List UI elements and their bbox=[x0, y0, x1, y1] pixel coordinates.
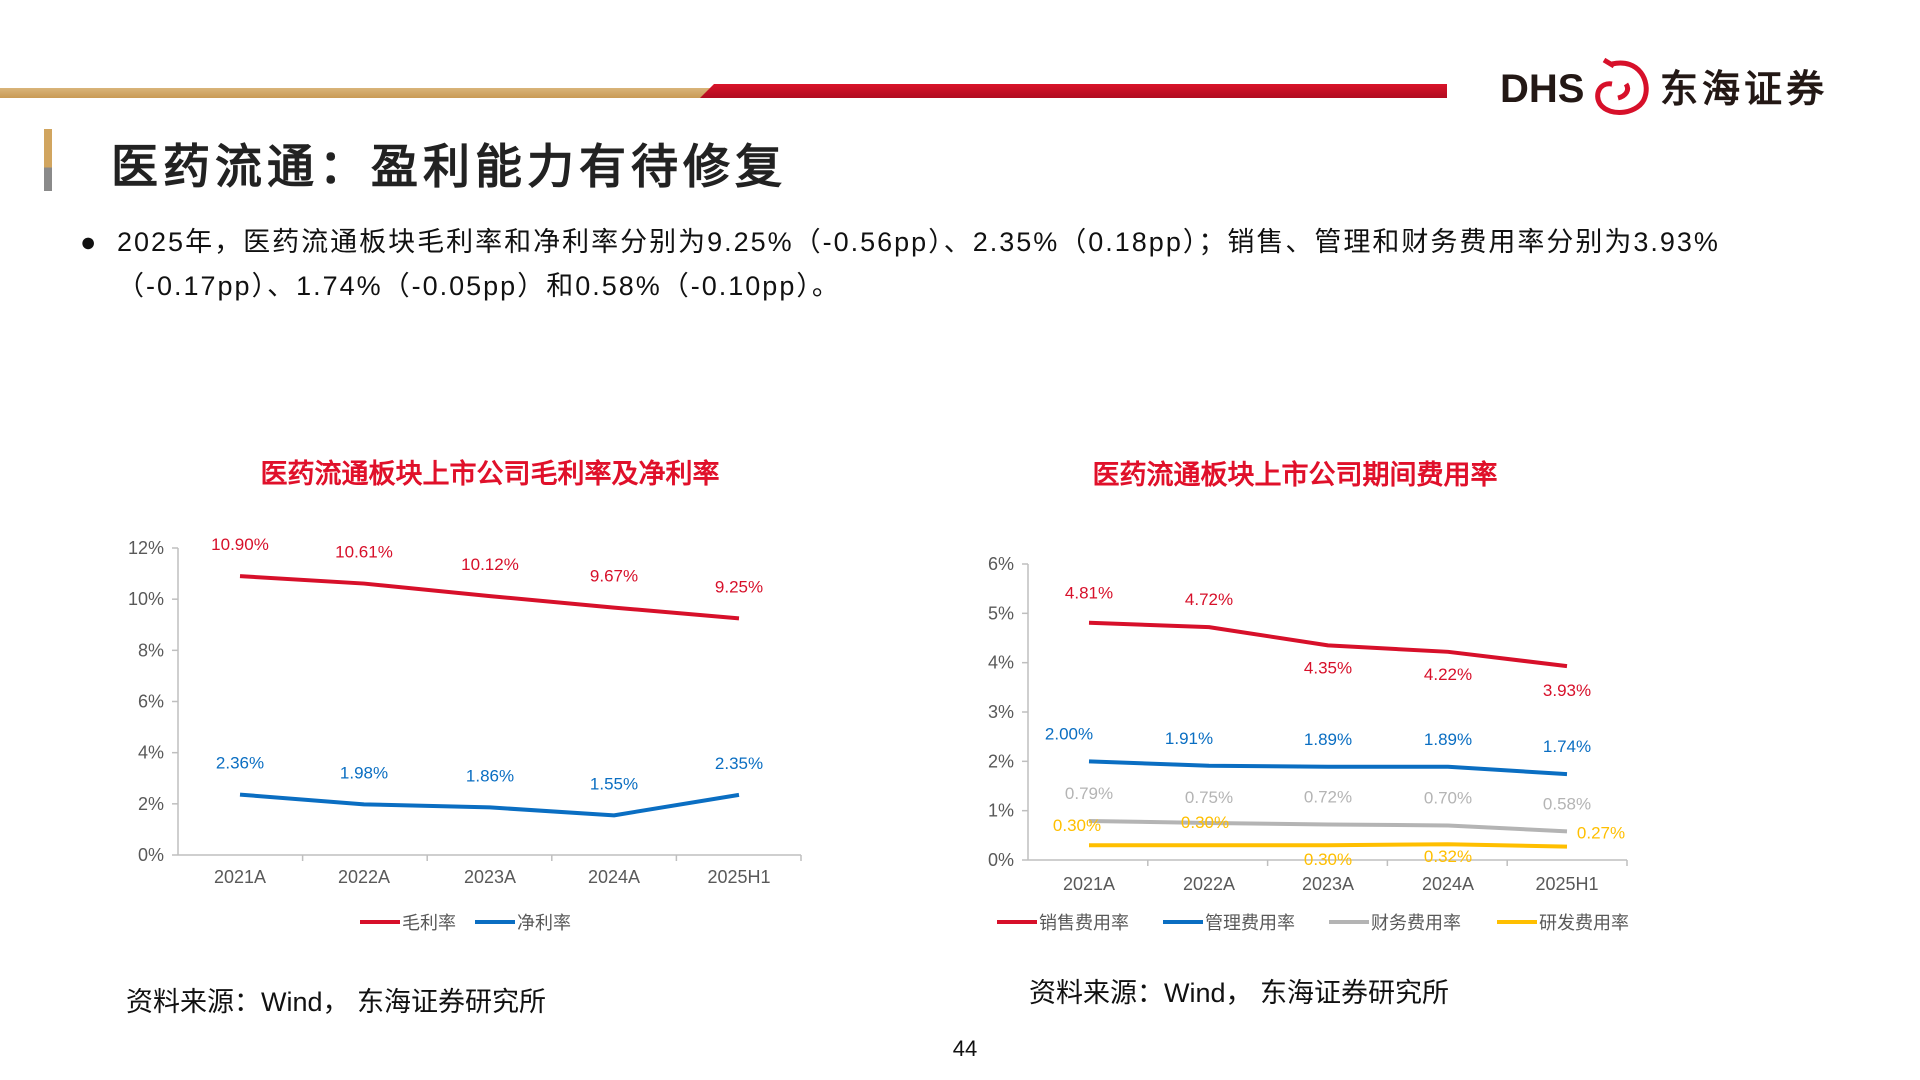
chart1-series-line-1 bbox=[239, 792, 740, 818]
title-marker bbox=[44, 129, 52, 191]
chart2-y-tick-label: 1% bbox=[988, 801, 1014, 821]
header-gold-bar bbox=[0, 88, 715, 98]
chart1-data-label: 9.25% bbox=[715, 577, 763, 596]
chart1-x-tick-label: 2024A bbox=[588, 867, 640, 887]
chart1-legend-label: 净利率 bbox=[517, 913, 571, 933]
chart2-legend-label: 销售费用率 bbox=[1039, 913, 1129, 933]
chart2-data-label: 0.79% bbox=[1065, 784, 1113, 803]
chart1-x-tick-label: 2021A bbox=[214, 867, 266, 887]
chart2-y-tick-label: 5% bbox=[988, 603, 1014, 623]
chart2-title: 医药流通板块上市公司期间费用率 bbox=[1092, 460, 1498, 490]
chart2-data-label: 0.32% bbox=[1424, 847, 1472, 866]
chart2-data-label: 4.22% bbox=[1424, 665, 1472, 684]
chart1-data-label: 10.90% bbox=[211, 535, 269, 554]
chart2-data-label: 1.89% bbox=[1304, 730, 1352, 749]
chart2-source: 资料来源：Wind， 东海证券研究所 bbox=[1029, 978, 1450, 1008]
svg-text:DHS: DHS bbox=[1500, 67, 1584, 111]
chart1-data-label: 2.35% bbox=[715, 754, 763, 773]
chart2-data-label: 0.30% bbox=[1181, 813, 1229, 832]
chart1-y-tick-label: 10% bbox=[128, 589, 164, 609]
chart2-legend-label: 管理费用率 bbox=[1205, 913, 1295, 933]
chart2-y-tick-label: 4% bbox=[988, 653, 1014, 673]
chart2-x-tick-label: 2022A bbox=[1183, 874, 1235, 894]
chart2-x-tick-label: 2024A bbox=[1422, 874, 1474, 894]
chart2-data-label: 0.75% bbox=[1185, 788, 1233, 807]
chart1-y-tick-label: 12% bbox=[128, 538, 164, 558]
chart2-series-line-0 bbox=[1088, 620, 1568, 669]
chart2-data-label: 1.89% bbox=[1424, 730, 1472, 749]
chart1-data-label: 10.12% bbox=[461, 555, 519, 574]
header-red-bar bbox=[700, 84, 1447, 98]
chart1-source: 资料来源：Wind， 东海证券研究所 bbox=[126, 987, 547, 1017]
chart1-data-label: 1.98% bbox=[340, 763, 388, 782]
chart1-y-tick-label: 8% bbox=[138, 640, 164, 660]
page-title: 医药流通：盈利能力有待修复 bbox=[111, 140, 787, 195]
svg-text:东海证券: 东海证券 bbox=[1660, 69, 1828, 111]
chart1-y-tick-label: 4% bbox=[138, 743, 164, 763]
bullet-dot-icon: ● bbox=[80, 227, 99, 257]
chart2-y-tick-label: 2% bbox=[988, 751, 1014, 771]
chart2-data-label: 4.81% bbox=[1065, 584, 1113, 603]
dragon-logo-icon bbox=[1595, 57, 1649, 115]
chart2-legend-label: 财务费用率 bbox=[1371, 913, 1461, 933]
chart1-x-tick-label: 2022A bbox=[338, 867, 390, 887]
chart2-x-tick-label: 2021A bbox=[1063, 874, 1115, 894]
chart2-x-tick-label: 2023A bbox=[1302, 874, 1354, 894]
chart1-data-label: 10.61% bbox=[335, 543, 393, 562]
bullet-summary: ● 2025年，医药流通板块毛利率和净利率分别为9.25%（-0.56pp）、2… bbox=[80, 220, 1820, 308]
chart2-data-label: 0.30% bbox=[1304, 850, 1352, 869]
chart2-y-tick-label: 6% bbox=[988, 554, 1014, 574]
chart2-y-tick-label: 3% bbox=[988, 702, 1014, 722]
chart2-legend-label: 研发费用率 bbox=[1539, 913, 1629, 933]
chart2-data-label: 2.00% bbox=[1045, 724, 1093, 743]
dhs-logo: DHS 东海证券 bbox=[1500, 57, 1828, 115]
chart1-series-line-0 bbox=[239, 574, 740, 621]
chart2-data-label: 0.58% bbox=[1543, 794, 1591, 813]
chart2-x-tick-label: 2025H1 bbox=[1535, 874, 1598, 894]
chart1-title: 医药流通板块上市公司毛利率及净利率 bbox=[260, 459, 720, 489]
chart2-data-label: 1.74% bbox=[1543, 737, 1591, 756]
chart1-y-tick-label: 6% bbox=[138, 692, 164, 712]
chart1-x-tick-label: 2023A bbox=[464, 867, 516, 887]
chart1-x-tick-label: 2025H1 bbox=[707, 867, 770, 887]
chart2-data-label: 1.91% bbox=[1165, 729, 1213, 748]
chart1-data-label: 2.36% bbox=[216, 754, 264, 773]
chart2-data-label: 4.35% bbox=[1304, 658, 1352, 677]
chart1-data-label: 1.86% bbox=[466, 766, 514, 785]
chart2-series-line-1 bbox=[1088, 759, 1568, 777]
chart2-data-label: 3.93% bbox=[1543, 681, 1591, 700]
chart2-data-label: 4.72% bbox=[1185, 590, 1233, 609]
chart2-data-label: 0.72% bbox=[1304, 787, 1352, 806]
chart2-series-line-3 bbox=[1089, 842, 1568, 849]
chart2-data-label: 0.30% bbox=[1053, 816, 1101, 835]
chart2-y-tick-label: 0% bbox=[988, 850, 1014, 870]
chart1-y-tick-label: 0% bbox=[138, 845, 164, 865]
chart2-data-label: 0.27% bbox=[1577, 824, 1625, 843]
bullet-text: 2025年，医药流通板块毛利率和净利率分别为9.25%（-0.56pp）、2.3… bbox=[117, 227, 1720, 301]
chart1-legend-label: 毛利率 bbox=[402, 913, 456, 933]
page-number: 44 bbox=[952, 1036, 978, 1061]
chart2-series-line-2 bbox=[1088, 819, 1568, 834]
chart1-data-label: 1.55% bbox=[590, 774, 638, 793]
chart1-y-tick-label: 2% bbox=[138, 794, 164, 814]
chart2-data-label: 0.70% bbox=[1424, 788, 1472, 807]
chart1-data-label: 9.67% bbox=[590, 567, 638, 586]
